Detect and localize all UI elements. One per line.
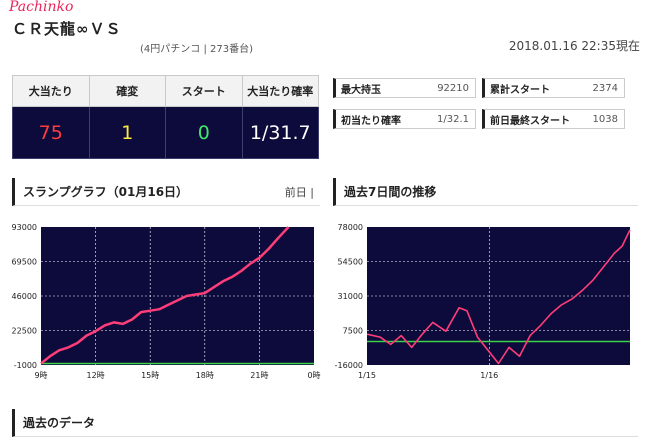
y-tick-label: 31000 [338, 292, 363, 301]
info-value: 1/32.1 [437, 113, 469, 125]
x-tick-label: 21時 [250, 371, 268, 380]
info-label: 最大持玉 [341, 84, 381, 96]
plot-area [367, 227, 630, 365]
info-first-hit-prob: 初当たり確率 1/32.1 [333, 109, 476, 129]
x-tick-label: 9時 [34, 371, 47, 380]
y-tick-label: 69500 [12, 258, 37, 267]
x-tick-label: 15時 [141, 371, 159, 380]
update-timestamp: 2018.01.16 22:35現在 [508, 39, 640, 53]
y-tick-label: 22500 [12, 327, 37, 336]
stat-header-jackpot: 大当たり [12, 74, 90, 108]
slump-graph-header: スランプグラフ（01月16日） 前日 | [12, 178, 320, 206]
x-tick-label: 0時 [307, 371, 320, 380]
prev-day-link[interactable]: 前日 | [284, 185, 314, 199]
info-max-balls: 最大持玉 92210 [333, 78, 476, 98]
stats-header-row: 大当たり 確変 スタート 大当たり確率 [12, 74, 319, 108]
weekly-series-line [366, 229, 631, 365]
stat-header-kakuhen: 確変 [88, 74, 166, 108]
past-data-header: 過去のデータ [12, 409, 638, 437]
stat-value-jackpot: 75 [12, 106, 90, 159]
machine-name: ＣＲ天龍∞ＶＳ [12, 20, 122, 38]
info-value: 92210 [437, 82, 469, 94]
x-tick-label: 1/16 [480, 371, 498, 380]
info-label: 初当たり確率 [341, 115, 401, 127]
info-label: 累計スタート [490, 84, 550, 96]
stat-header-probability: 大当たり確率 [241, 74, 319, 108]
info-label: 前日最終スタート [490, 115, 570, 127]
x-tick-label: 1/15 [358, 371, 376, 380]
y-tick-label: 46000 [12, 292, 37, 301]
info-total-start: 累計スタート 2374 [482, 78, 625, 98]
y-tick-label: -1000 [14, 361, 37, 370]
stat-value-start: 0 [165, 106, 243, 159]
stat-header-start: スタート [165, 74, 243, 108]
stats-table: 大当たり 確変 スタート 大当たり確率 75 1 0 1/31.7 [12, 74, 319, 159]
machine-sub-info: (4円パチンコ | 273番台) [140, 44, 253, 55]
y-tick-label: 78000 [338, 223, 363, 232]
slump-graph-title: スランプグラフ（01月16日） [23, 185, 189, 199]
x-tick-label: 18時 [196, 371, 214, 380]
info-value: 2374 [592, 82, 618, 94]
weekly-trend-title: 過去7日間の推移 [344, 185, 437, 199]
weekly-trend-header: 過去7日間の推移 [333, 178, 638, 206]
x-tick-label: 12時 [87, 371, 105, 380]
info-value: 1038 [592, 113, 618, 125]
past-data-title: 過去のデータ [23, 416, 96, 430]
slump-series-line [40, 226, 290, 365]
stats-value-row: 75 1 0 1/31.7 [12, 106, 319, 159]
y-tick-label: -16000 [335, 361, 363, 370]
stat-value-kakuhen: 1 [88, 106, 166, 159]
y-tick-label: 7500 [343, 327, 363, 336]
y-tick-label: 54500 [338, 258, 363, 267]
brand-logo: Pachinko [9, 0, 74, 15]
y-tick-label: 93000 [12, 223, 37, 232]
stat-value-probability: 1/31.7 [241, 106, 319, 159]
info-prev-final-start: 前日最終スタート 1038 [482, 109, 625, 129]
